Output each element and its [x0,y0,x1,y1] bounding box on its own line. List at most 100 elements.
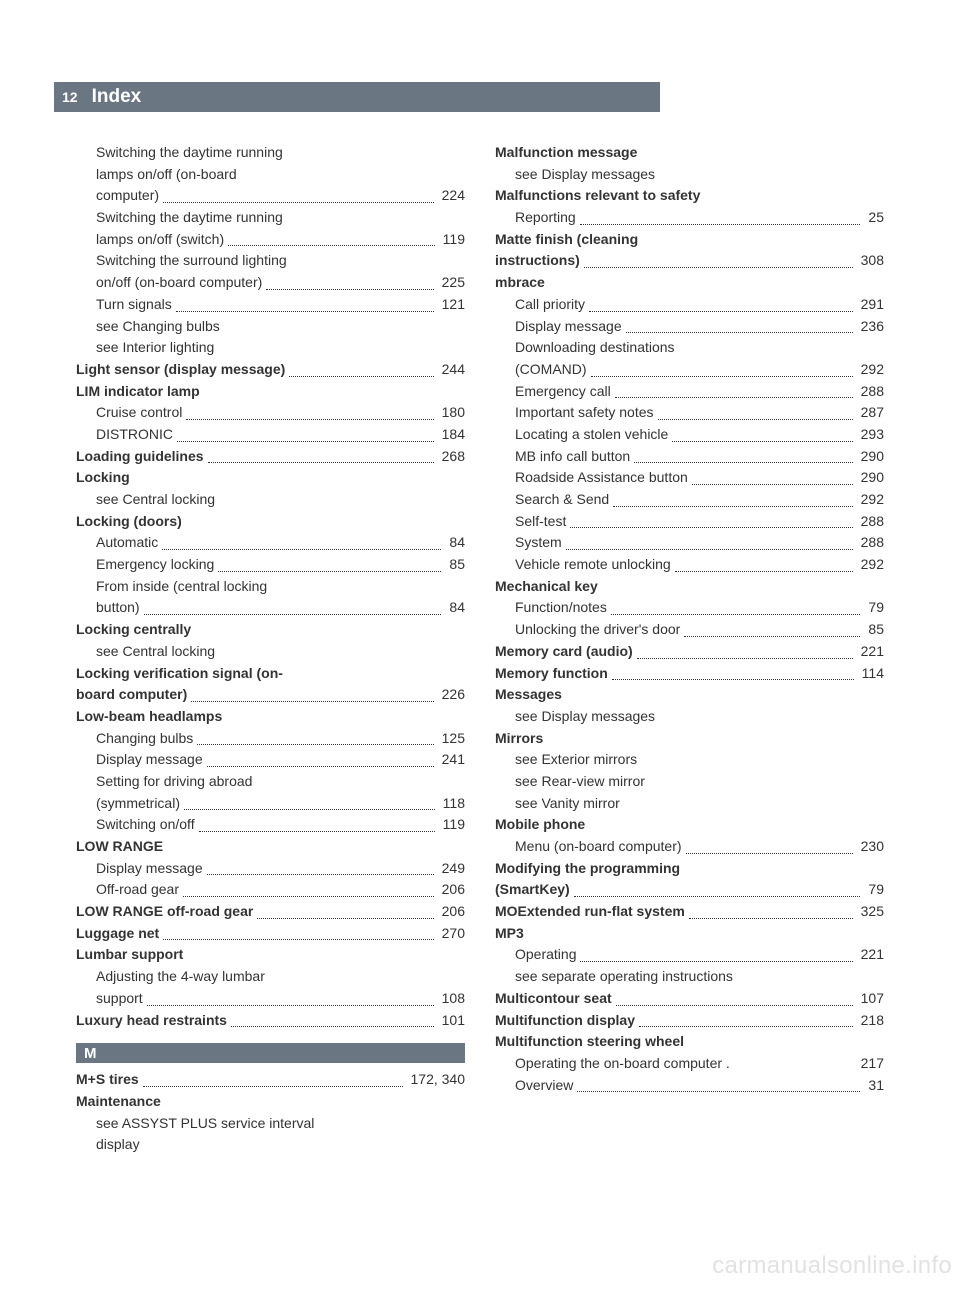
index-entry-page: 221 [857,641,884,663]
index-entry-page: 224 [438,185,465,207]
index-entry: LOW RANGE off-road gear206 [76,901,465,923]
leader-dots [163,929,433,940]
index-line: Adjusting the 4-way lumbar [76,966,465,988]
leader-dots [574,886,861,897]
leader-dots [257,908,433,919]
index-entry-page: 290 [857,467,884,489]
index-entry-label: computer) [96,185,159,207]
index-entry-label: Off-road gear [96,879,179,901]
index-entry-page: 270 [438,923,465,945]
index-entry-page: 184 [438,424,465,446]
leader-dots [692,474,853,485]
index-line: see Exterior mirrors [495,749,884,771]
index-entry-label: instructions) [495,250,580,272]
index-entry: Search & Send292 [495,489,884,511]
index-entry-page: 291 [857,294,884,316]
index-entry: Roadside Assistance button 290 [495,467,884,489]
index-entry: Off-road gear206 [76,879,465,901]
leader-dots [162,539,441,550]
index-entry: Display message249 [76,858,465,880]
index-entry-label: (symmetrical) [96,793,180,815]
index-entry: Multicontour seat107 [495,988,884,1010]
index-entry-label: Automatic [96,532,158,554]
index-entry-page: 288 [857,381,884,403]
index-entry: MOExtended run-flat system 325 [495,901,884,923]
index-entry: M+S tires172, 340 [76,1069,465,1091]
index-entry-label: Display message [96,749,203,771]
index-entry: instructions) 308 [495,250,884,272]
index-line: Lumbar support [76,944,465,966]
index-entry: lamps on/off (switch)119 [76,229,465,251]
index-entry-label: Luggage net [76,923,159,945]
index-entry-label: board computer) [76,684,187,706]
leader-dots [591,365,853,376]
index-entry-label: lamps on/off (switch) [96,229,224,251]
index-entry-page: 268 [438,446,465,468]
leader-dots [684,626,860,637]
index-line: see Central locking [76,641,465,663]
leader-dots [183,886,434,897]
index-entry: Vehicle remote unlocking292 [495,554,884,576]
index-line: lamps on/off (on-board [76,164,465,186]
index-entry-label: Switching on/off [96,814,195,836]
leader-dots [207,756,434,767]
index-entry-label: Multicontour seat [495,988,612,1010]
index-line: From inside (central locking [76,576,465,598]
index-line: see Interior lighting [76,337,465,359]
index-entry: on/off (on-board computer)225 [76,272,465,294]
leader-dots [208,452,434,463]
index-entry: System288 [495,532,884,554]
index-entry: Call priority291 [495,294,884,316]
index-entry: Emergency locking85 [76,554,465,576]
index-entry: Display message236 [495,316,884,338]
index-line: Switching the daytime running [76,207,465,229]
index-entry: Operating221 [495,944,884,966]
index-line: Locking verification signal (on- [76,663,465,685]
index-line: Messages [495,684,884,706]
index-entry-page: 172, 340 [407,1069,466,1091]
index-entry-page: 325 [857,901,884,923]
index-entry-label: Roadside Assistance button [515,467,688,489]
index-line: see ASSYST PLUS service interval [76,1113,465,1135]
index-line: LOW RANGE [76,836,465,858]
index-entry-label: (COMAND) [515,359,587,381]
index-entry: Luxury head restraints101 [76,1010,465,1032]
leader-dots [143,1076,403,1087]
index-entry-page: 85 [445,554,465,576]
index-line: Mobile phone [495,814,884,836]
index-entry-label: Operating the on-board computer . [515,1053,730,1075]
index-entry-page: 119 [439,814,465,836]
index-entry-label: Multifunction display [495,1010,635,1032]
index-entry-page: 180 [438,402,465,424]
index-entry-label: DISTRONIC [96,424,173,446]
index-entry: Automatic84 [76,532,465,554]
index-entry-page: 85 [864,619,884,641]
index-line: Locking centrally [76,619,465,641]
index-entry-page: 118 [439,793,465,815]
index-line: Switching the surround lighting [76,250,465,272]
index-line: LIM indicator lamp [76,381,465,403]
index-entry-label: support [96,988,143,1010]
leader-dots [584,257,853,268]
index-entry-label: Function/notes [515,597,607,619]
left-column: Switching the daytime runninglamps on/of… [76,142,465,1156]
index-line: Maintenance [76,1091,465,1113]
index-entry-label: Self-test [515,511,566,533]
index-line: mbrace [495,272,884,294]
index-entry-label: MOExtended run-flat system [495,901,685,923]
leader-dots [615,387,853,398]
leader-dots [626,322,853,333]
page-number: 12 [62,89,78,105]
index-entry: Self-test288 [495,511,884,533]
index-line: display [76,1134,465,1156]
index-entry-label: Emergency call [515,381,611,403]
index-entry: Cruise control 180 [76,402,465,424]
index-line: Locking (doors) [76,511,465,533]
index-entry-label: Cruise control [96,402,182,424]
leader-dots [144,604,442,615]
leader-dots [207,864,434,875]
index-entry-label: System [515,532,562,554]
index-line: see Central locking [76,489,465,511]
index-entry-page: 225 [438,272,465,294]
index-entry-page: 308 [857,250,884,272]
